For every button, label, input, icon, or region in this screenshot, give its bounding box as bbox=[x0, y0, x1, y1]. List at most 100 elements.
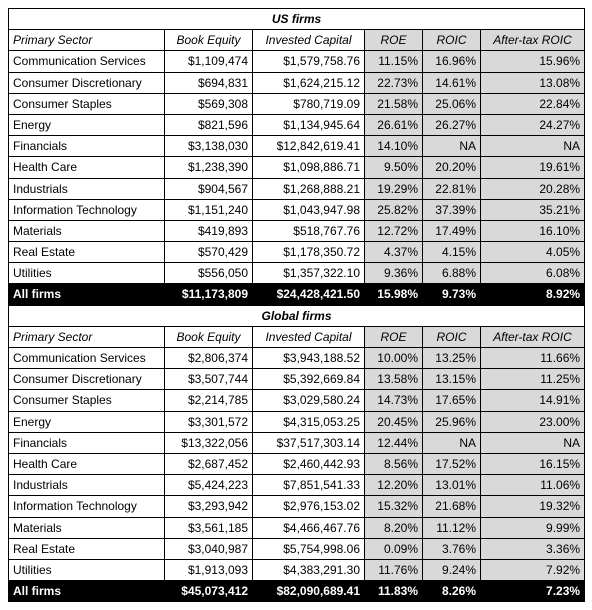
value-cell: $2,976,153.02 bbox=[253, 496, 365, 517]
sector-cell: Information Technology bbox=[9, 199, 165, 220]
value-cell: 12.20% bbox=[365, 475, 423, 496]
value-cell: $7,851,541.33 bbox=[253, 475, 365, 496]
totals-row: All firms$45,073,412$82,090,689.4111.83%… bbox=[9, 581, 585, 602]
value-cell: $3,561,185 bbox=[165, 517, 253, 538]
value-cell: $419,893 bbox=[165, 220, 253, 241]
value-cell: 25.06% bbox=[423, 93, 481, 114]
table-row: Real Estate$3,040,987$5,754,998.060.09%3… bbox=[9, 538, 585, 559]
column-header: Book Equity bbox=[165, 326, 253, 347]
table-row: Consumer Staples$569,308$780,719.0921.58… bbox=[9, 93, 585, 114]
totals-value: $45,073,412 bbox=[165, 581, 253, 602]
value-cell: 16.96% bbox=[423, 51, 481, 72]
sector-cell: Consumer Staples bbox=[9, 390, 165, 411]
sector-cell: Industrials bbox=[9, 475, 165, 496]
value-cell: $1,268,888.21 bbox=[253, 178, 365, 199]
sector-cell: Energy bbox=[9, 411, 165, 432]
value-cell: 17.49% bbox=[423, 220, 481, 241]
table-row: Industrials$5,424,223$7,851,541.3312.20%… bbox=[9, 475, 585, 496]
table-row: Health Care$2,687,452$2,460,442.938.56%1… bbox=[9, 453, 585, 474]
column-header: Book Equity bbox=[165, 30, 253, 51]
section-title: US firms bbox=[9, 9, 585, 30]
value-cell: 12.44% bbox=[365, 432, 423, 453]
value-cell: $5,392,669.84 bbox=[253, 369, 365, 390]
value-cell: 13.08% bbox=[481, 72, 585, 93]
column-header: Primary Sector bbox=[9, 30, 165, 51]
table-row: Consumer Staples$2,214,785$3,029,580.241… bbox=[9, 390, 585, 411]
value-cell: 11.76% bbox=[365, 559, 423, 580]
table-row: Communication Services$1,109,474$1,579,7… bbox=[9, 51, 585, 72]
column-header: ROIC bbox=[423, 30, 481, 51]
column-header: Invested Capital bbox=[253, 326, 365, 347]
sector-cell: Energy bbox=[9, 114, 165, 135]
table-row: Consumer Discretionary$694,831$1,624,215… bbox=[9, 72, 585, 93]
value-cell: $1,134,945.64 bbox=[253, 114, 365, 135]
column-header: After-tax ROIC bbox=[481, 326, 585, 347]
value-cell: 6.08% bbox=[481, 263, 585, 284]
value-cell: 19.32% bbox=[481, 496, 585, 517]
value-cell: 23.00% bbox=[481, 411, 585, 432]
value-cell: $570,429 bbox=[165, 242, 253, 263]
table-row: Materials$419,893$518,767.7612.72%17.49%… bbox=[9, 220, 585, 241]
value-cell: 15.96% bbox=[481, 51, 585, 72]
value-cell: $1,238,390 bbox=[165, 157, 253, 178]
value-cell: $3,507,744 bbox=[165, 369, 253, 390]
value-cell: 35.21% bbox=[481, 199, 585, 220]
value-cell: 13.01% bbox=[423, 475, 481, 496]
table-row: Industrials$904,567$1,268,888.2119.29%22… bbox=[9, 178, 585, 199]
table-row: Energy$3,301,572$4,315,053.2520.45%25.96… bbox=[9, 411, 585, 432]
value-cell: 4.05% bbox=[481, 242, 585, 263]
value-cell: 10.00% bbox=[365, 348, 423, 369]
value-cell: 4.37% bbox=[365, 242, 423, 263]
sector-cell: Communication Services bbox=[9, 348, 165, 369]
sector-cell: Real Estate bbox=[9, 538, 165, 559]
value-cell: 13.58% bbox=[365, 369, 423, 390]
sector-cell: Materials bbox=[9, 220, 165, 241]
value-cell: 19.61% bbox=[481, 157, 585, 178]
value-cell: 9.99% bbox=[481, 517, 585, 538]
table-row: Health Care$1,238,390$1,098,886.719.50%2… bbox=[9, 157, 585, 178]
value-cell: 8.20% bbox=[365, 517, 423, 538]
value-cell: 9.24% bbox=[423, 559, 481, 580]
totals-value: 11.83% bbox=[365, 581, 423, 602]
value-cell: 19.29% bbox=[365, 178, 423, 199]
value-cell: 21.68% bbox=[423, 496, 481, 517]
table-row: Financials$13,322,056$37,517,303.1412.44… bbox=[9, 432, 585, 453]
table-row: Consumer Discretionary$3,507,744$5,392,6… bbox=[9, 369, 585, 390]
value-cell: $5,424,223 bbox=[165, 475, 253, 496]
value-cell: 17.52% bbox=[423, 453, 481, 474]
value-cell: NA bbox=[481, 136, 585, 157]
value-cell: 22.73% bbox=[365, 72, 423, 93]
value-cell: 13.15% bbox=[423, 369, 481, 390]
value-cell: NA bbox=[423, 136, 481, 157]
value-cell: $12,842,619.41 bbox=[253, 136, 365, 157]
value-cell: $518,767.76 bbox=[253, 220, 365, 241]
column-header-row: Primary SectorBook EquityInvested Capita… bbox=[9, 30, 585, 51]
value-cell: $1,579,758.76 bbox=[253, 51, 365, 72]
table-row: Information Technology$1,151,240$1,043,9… bbox=[9, 199, 585, 220]
value-cell: 15.32% bbox=[365, 496, 423, 517]
table-row: Materials$3,561,185$4,466,467.768.20%11.… bbox=[9, 517, 585, 538]
value-cell: $1,178,350.72 bbox=[253, 242, 365, 263]
value-cell: $2,460,442.93 bbox=[253, 453, 365, 474]
totals-value: 8.92% bbox=[481, 284, 585, 305]
value-cell: $1,913,093 bbox=[165, 559, 253, 580]
value-cell: $37,517,303.14 bbox=[253, 432, 365, 453]
value-cell: 11.25% bbox=[481, 369, 585, 390]
value-cell: 11.66% bbox=[481, 348, 585, 369]
column-header: ROE bbox=[365, 30, 423, 51]
value-cell: 3.76% bbox=[423, 538, 481, 559]
value-cell: 9.50% bbox=[365, 157, 423, 178]
sector-cell: Utilities bbox=[9, 559, 165, 580]
table-row: Utilities$1,913,093$4,383,291.3011.76%9.… bbox=[9, 559, 585, 580]
sector-cell: Consumer Discretionary bbox=[9, 72, 165, 93]
totals-value: 9.73% bbox=[423, 284, 481, 305]
sector-cell: Health Care bbox=[9, 157, 165, 178]
column-header: Invested Capital bbox=[253, 30, 365, 51]
value-cell: 3.36% bbox=[481, 538, 585, 559]
table-row: Energy$821,596$1,134,945.6426.61%26.27%2… bbox=[9, 114, 585, 135]
sector-cell: Utilities bbox=[9, 263, 165, 284]
value-cell: $3,293,942 bbox=[165, 496, 253, 517]
value-cell: $3,040,987 bbox=[165, 538, 253, 559]
value-cell: 16.15% bbox=[481, 453, 585, 474]
column-header: Primary Sector bbox=[9, 326, 165, 347]
